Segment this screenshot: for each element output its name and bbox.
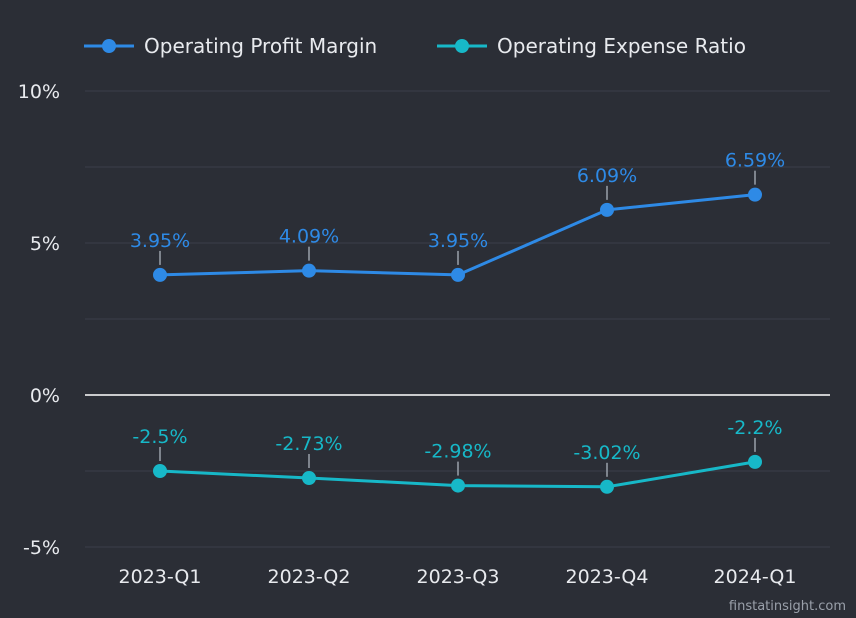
legend-swatch-marker [102, 39, 116, 53]
y-tick-label: 0% [30, 385, 60, 407]
data-point [748, 454, 762, 469]
data-point [748, 187, 762, 202]
x-tick-label: 2023-Q3 [417, 566, 500, 588]
data-point [153, 267, 167, 282]
legend-swatch-marker [455, 39, 469, 53]
data-label: 6.09% [577, 165, 637, 187]
data-label: -2.73% [275, 433, 342, 455]
data-label: -3.02% [573, 442, 640, 464]
x-tick-label: 2024-Q1 [714, 566, 797, 588]
x-tick-label: 2023-Q4 [566, 566, 649, 588]
data-point [302, 470, 316, 485]
watermark: finstatinsight.com [728, 599, 846, 614]
legend-label: Operating Profit Margin [144, 34, 377, 58]
data-label: 3.95% [130, 230, 190, 252]
legend-label: Operating Expense Ratio [497, 34, 746, 58]
data-point [600, 202, 614, 217]
x-tick-label: 2023-Q2 [268, 566, 351, 588]
data-label: 4.09% [279, 226, 339, 248]
y-tick-label: 5% [30, 233, 60, 255]
data-label: -2.5% [132, 426, 187, 448]
data-label: -2.98% [424, 441, 491, 463]
data-label: 6.59% [725, 150, 785, 172]
data-label: -2.2% [727, 417, 782, 439]
y-tick-label: 10% [18, 81, 60, 103]
data-point [600, 479, 614, 494]
data-point [451, 267, 465, 282]
y-tick-label: -5% [23, 537, 60, 559]
x-tick-label: 2023-Q1 [119, 566, 202, 588]
data-point [451, 478, 465, 493]
data-point [302, 263, 316, 278]
data-label: 3.95% [428, 230, 488, 252]
data-point [153, 464, 167, 478]
